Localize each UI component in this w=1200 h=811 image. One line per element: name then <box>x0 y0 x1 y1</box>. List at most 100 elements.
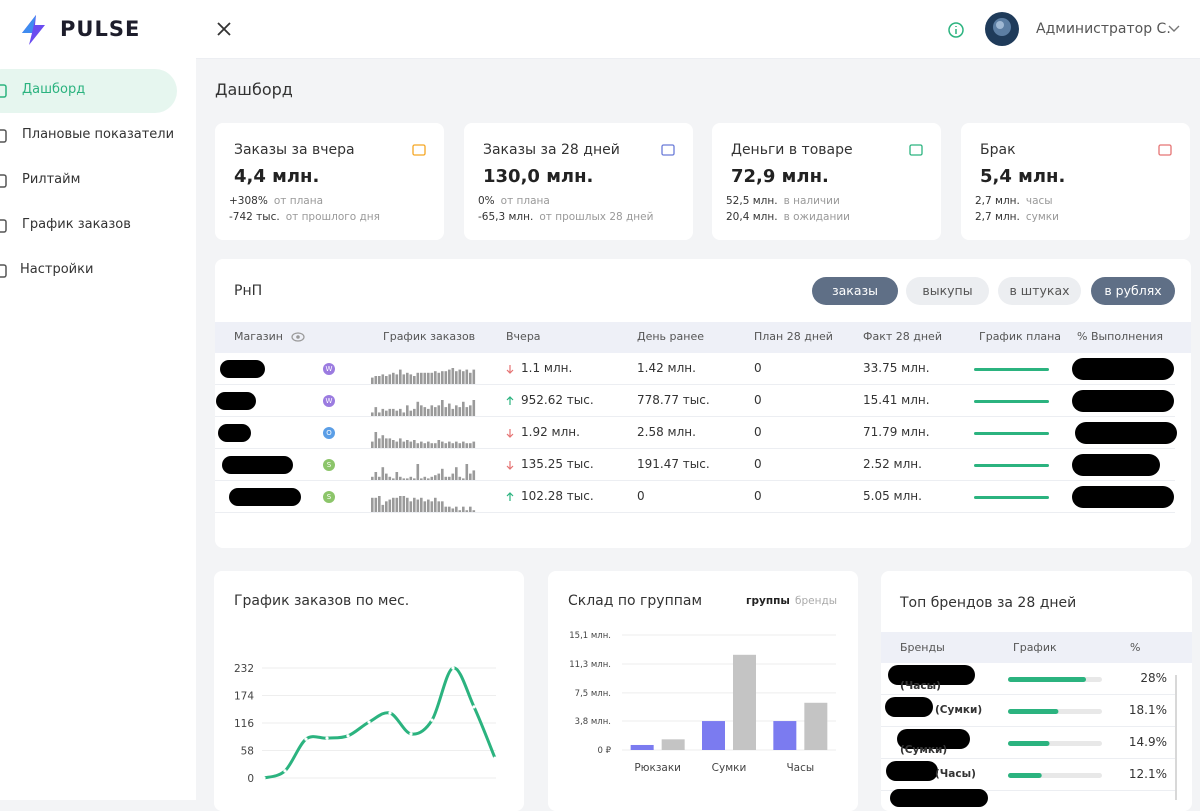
rnp-title: РнП <box>234 283 263 299</box>
nav-item[interactable]: Рилтайм <box>22 172 81 187</box>
user-name[interactable]: Администратор С. <box>1036 21 1171 37</box>
trend-arrow-shape <box>506 492 514 501</box>
brand-name: (Часы) <box>900 680 941 692</box>
spark-bar <box>388 374 392 384</box>
kpi-icon <box>412 144 426 156</box>
spark-bar <box>395 497 399 512</box>
nav-icon-shape <box>0 84 7 98</box>
nav-item[interactable]: Дашборд <box>22 82 86 97</box>
spark-bar <box>406 497 409 512</box>
spark-bar <box>392 497 395 512</box>
spark-bar <box>472 441 476 448</box>
nav-icon-shape <box>0 264 7 278</box>
trend-arrow <box>506 429 514 438</box>
trend-arrow-shape <box>506 429 514 438</box>
spark-bar <box>462 401 465 416</box>
line-point <box>493 756 497 760</box>
spark-bar <box>451 443 455 448</box>
bar <box>733 654 756 750</box>
kpi-card <box>464 123 693 240</box>
close-button[interactable] <box>216 21 232 37</box>
spark-bar <box>472 510 476 512</box>
nav-item[interactable]: Настройки <box>20 262 94 277</box>
kpi-line-label: от плана <box>500 195 550 207</box>
rnp-tab[interactable]: в рублях <box>1091 277 1175 305</box>
column-header: % <box>1130 641 1141 654</box>
spark-bar <box>423 407 427 416</box>
spark-bar <box>388 476 392 480</box>
spark-bar <box>451 508 455 512</box>
chart-tab[interactable]: группы <box>746 595 790 607</box>
spark-bar <box>444 443 448 448</box>
rnp-tab[interactable]: заказы <box>812 277 898 305</box>
spark-bar <box>448 506 451 512</box>
nav-icon <box>0 264 7 278</box>
trend-arrow <box>506 396 514 405</box>
spark-bar <box>434 371 437 384</box>
trend-arrow <box>506 461 514 470</box>
spark-bar <box>406 440 409 448</box>
spark-bar <box>374 407 378 416</box>
row-line <box>215 416 1175 417</box>
rnp-tab[interactable]: в штуках <box>998 277 1081 305</box>
spark-bar <box>409 410 413 416</box>
spark-bar <box>420 441 423 448</box>
kpi-line-label: часы <box>1025 195 1053 207</box>
rnp-tab[interactable]: выкупы <box>906 277 989 305</box>
redaction <box>885 697 933 717</box>
nav-item[interactable]: Плановые показатели <box>22 127 175 142</box>
spark-bar <box>413 497 416 512</box>
brand-name: (Сумки) <box>935 704 983 716</box>
column-header: График заказов <box>383 330 476 343</box>
spark-bar <box>374 432 378 448</box>
spark-bar <box>420 478 423 480</box>
chart-tab[interactable]: бренды <box>795 595 838 607</box>
nav-item[interactable]: График заказов <box>22 217 131 232</box>
nav-icon-shape <box>0 129 7 143</box>
redaction <box>229 488 301 506</box>
spark-bar <box>399 408 402 416</box>
kpi-line: -65,3 млн. от прошлых 28 дней <box>478 211 653 223</box>
kpi-line-label: сумки <box>1025 211 1059 223</box>
spark-bar <box>420 497 423 512</box>
spark-bar <box>427 408 430 416</box>
spark-bar <box>444 476 448 480</box>
cell: 33.75 млн. <box>863 361 930 375</box>
spark-bar <box>427 372 430 384</box>
kpi-title: Деньги в товаре <box>731 142 853 158</box>
spark-bar <box>465 369 469 384</box>
nav-icon-shape <box>0 219 7 233</box>
redaction <box>1072 454 1160 476</box>
spark-bar <box>458 443 462 448</box>
spark-bar <box>441 501 444 512</box>
avatar[interactable] <box>984 11 1020 47</box>
nav-icon <box>0 84 7 98</box>
cell: 0 <box>754 489 762 503</box>
spark-bar <box>448 441 451 448</box>
info-icon[interactable] <box>948 22 964 38</box>
sidebar <box>0 0 196 800</box>
brand-bars <box>1008 677 1102 778</box>
cell: 1.92 млн. <box>521 425 580 439</box>
spark-bar <box>378 496 381 512</box>
spark-bar <box>434 443 437 448</box>
spark-bar <box>416 499 420 512</box>
bar <box>1008 741 1050 746</box>
spark-bar <box>409 476 413 480</box>
y-tick-label: 58 <box>241 746 254 758</box>
nav-icon <box>0 174 7 188</box>
kpi-card <box>215 123 444 240</box>
kpi-line-value: -742 тыс. <box>229 211 280 223</box>
page-title: Дашборд <box>215 80 293 99</box>
user-caret[interactable] <box>1168 25 1180 33</box>
kpi-title: Заказы за 28 дней <box>483 142 620 158</box>
bar <box>804 702 828 750</box>
column-header: Магазин <box>234 330 283 343</box>
cell: 1.1 млн. <box>521 361 573 375</box>
nav-active-bg <box>0 69 177 113</box>
sparkline <box>371 368 476 384</box>
redaction <box>1072 358 1174 380</box>
kpi-line-label: от прошлого дня <box>285 211 380 223</box>
spark-bar <box>406 372 409 384</box>
header <box>196 0 1200 59</box>
